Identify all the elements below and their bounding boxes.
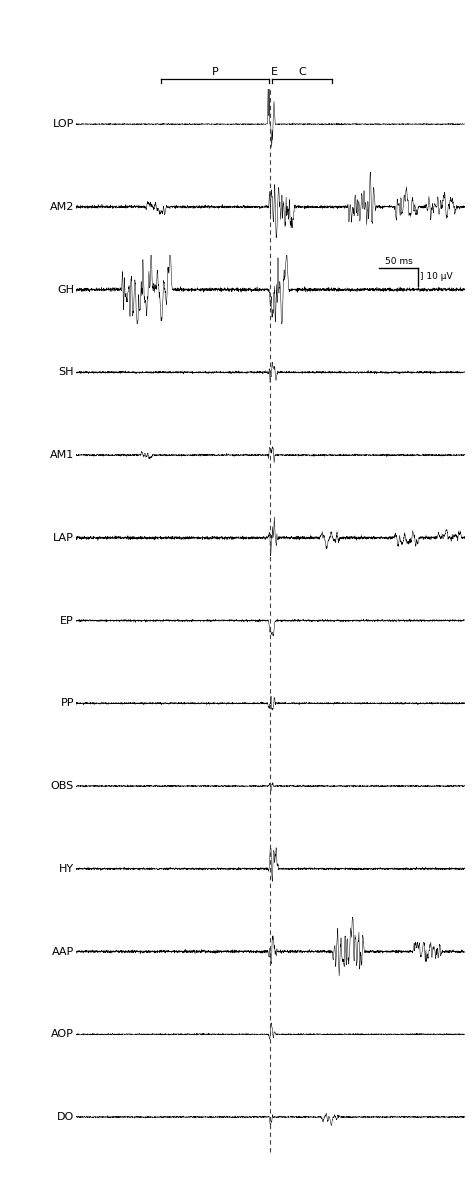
Text: AM1: AM1 [50, 450, 74, 460]
Text: ] 10 μV: ] 10 μV [420, 273, 453, 281]
Text: DO: DO [57, 1112, 74, 1122]
Text: SH: SH [58, 368, 74, 377]
Text: GH: GH [57, 285, 74, 294]
Text: E: E [271, 67, 278, 77]
Text: PP: PP [60, 699, 74, 708]
Text: OBS: OBS [51, 781, 74, 791]
Text: AOP: AOP [51, 1030, 74, 1039]
Text: C: C [298, 67, 306, 77]
Text: HY: HY [59, 864, 74, 873]
Text: P: P [211, 67, 219, 77]
Text: LOP: LOP [53, 119, 74, 129]
Text: EP: EP [60, 616, 74, 625]
Text: 50 ms: 50 ms [384, 258, 412, 266]
Text: AAP: AAP [52, 947, 74, 956]
Text: LAP: LAP [53, 533, 74, 543]
Text: AM2: AM2 [49, 202, 74, 212]
